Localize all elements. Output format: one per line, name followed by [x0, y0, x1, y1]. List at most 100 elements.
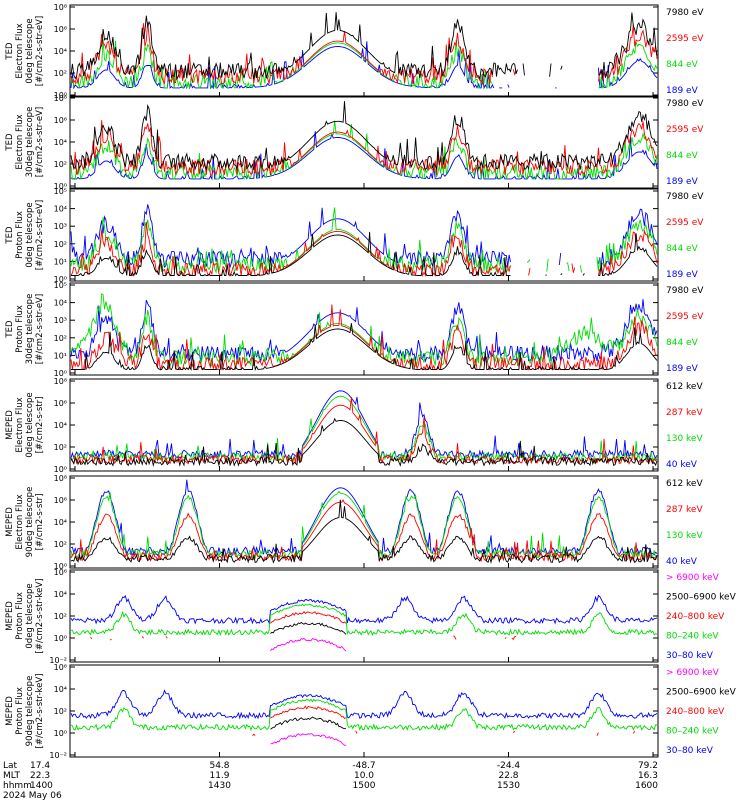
legend-entry: 844 eV	[666, 151, 699, 161]
series-line	[512, 730, 516, 734]
series-line	[70, 689, 658, 720]
y-tick-label: 10²	[54, 707, 67, 716]
series-line	[558, 253, 562, 266]
x-tick-hhmm: 1500	[353, 781, 376, 791]
series-line	[70, 417, 658, 467]
legend-entry: 7980 eV	[666, 286, 704, 296]
y-tick-label: 10⁰	[54, 275, 67, 284]
series-line	[355, 730, 358, 734]
panel-6: 10⁸ 10⁶ 10⁴ 10² 10⁰ MEPED Electron Flux 90deg t…	[5, 474, 703, 571]
panel-5: 10⁸ 10⁶ 10⁴ 10² 10⁰ MEPED Electron Flux 0deg te…	[5, 377, 703, 474]
y-tick-label: 10⁴	[54, 138, 67, 147]
y-tick-label: 10⁶	[54, 116, 67, 125]
y-tick-label: 10²	[54, 540, 67, 549]
legend-entry: 612 keV	[666, 479, 703, 489]
series-line	[70, 479, 658, 557]
y-axis-label-line: 0deg telescope	[25, 18, 35, 83]
legend-entry: 130 keV	[666, 434, 703, 444]
y-tick-label: 10²	[54, 160, 67, 169]
series-line	[597, 229, 658, 276]
series-line	[270, 716, 346, 730]
legend-entry: 189 eV	[666, 364, 699, 374]
y-axis-label: TED Proton Flux 0deg telescope [#/cm2-s-str…	[5, 200, 45, 270]
x-tick-hhmm: 1600	[635, 781, 658, 791]
series-line	[566, 262, 570, 271]
legend-entry: 287 keV	[666, 408, 703, 418]
series-line	[165, 636, 168, 639]
legend-entry: 189 eV	[666, 270, 699, 280]
series-line	[109, 638, 112, 641]
series-line	[597, 57, 658, 89]
x-tick-lat: 54.8	[209, 761, 229, 771]
y-axis-label-line: MEPED	[5, 410, 15, 440]
y-tick-label: 10⁴	[54, 685, 67, 694]
series-line	[596, 732, 599, 736]
y-tick-label: 10⁵	[54, 187, 67, 196]
panel-7: 10⁶ 10⁴ 10² 10⁰ 10⁻² MEPED Proton Flux 0deg tel…	[5, 568, 737, 665]
y-axis-label-line: TED	[5, 133, 15, 152]
y-tick-label: 10⁰	[54, 465, 67, 474]
y-tick-label: 10⁶	[54, 663, 67, 672]
series-line	[70, 490, 658, 560]
legend-entry: 844 eV	[666, 244, 699, 254]
series-line	[270, 610, 347, 624]
y-axis-label-line: [#/cm2-s-str-eV]	[35, 200, 45, 270]
x-tick-hhmm: 1430	[208, 781, 231, 791]
x-axis-row-label: Lat	[3, 761, 18, 771]
series-line	[70, 41, 495, 90]
x-tick-lat: 17.4	[30, 761, 50, 771]
series-line	[70, 603, 658, 637]
y-axis-label-line: 30deg telescope	[25, 107, 35, 178]
y-tick-label: 10⁸	[54, 474, 67, 483]
y-tick-label: 10⁴	[54, 299, 67, 308]
y-tick-label: 10²	[54, 612, 67, 621]
legend-entry: 7980 eV	[666, 99, 704, 109]
y-axis-label-line: Electron Flux	[15, 114, 25, 169]
legend-entry: 2500–6900 keV	[666, 593, 737, 603]
series-line	[560, 273, 563, 276]
series-line	[571, 263, 576, 273]
series-line	[270, 621, 347, 635]
series-line	[546, 258, 549, 272]
legend-entry: 189 eV	[666, 86, 699, 96]
y-axis-label-line: [#/cm2-s-str-keV]	[35, 579, 45, 654]
y-axis-label-line: Proton Flux	[15, 211, 25, 259]
y-tick-label: 10⁶	[54, 496, 67, 505]
x-axis-row-label: hhmm	[3, 781, 32, 791]
y-axis-label-line: 90deg telescope	[25, 676, 35, 747]
series-line	[70, 594, 658, 625]
y-tick-label: 10⁴	[54, 421, 67, 430]
y-axis-label: TED Proton Flux 30deg telescope [#/cm2-s-st…	[5, 294, 45, 365]
series-line	[632, 730, 636, 734]
panel-2: 10⁸ 10⁶ 10⁴ 10² 10⁰ TED Electron Flux 30deg tel…	[5, 94, 704, 191]
y-axis-label: MEPED Electron Flux 90deg telescope [#/cm2-…	[5, 487, 45, 558]
series-line	[70, 22, 493, 86]
x-tick-mlt: 16.3	[638, 771, 658, 781]
panel-1: 10⁸ 10⁶ 10⁴ 10² 10⁰ TED Electron Flux 0deg tele…	[5, 3, 704, 100]
series-line	[70, 499, 658, 563]
y-axis-label-line: [#/cm2-s-str]	[35, 397, 45, 454]
y-axis-label-line: Proton Flux	[15, 305, 25, 353]
y-axis-label-line: Electron Flux	[15, 397, 25, 452]
x-tick-hhmm: 1530	[497, 781, 520, 791]
y-tick-label: 10⁸	[54, 3, 67, 12]
panel-3: 10⁵ 10⁴ 10³ 10² 10¹ 10⁰ TED Proton Flux 0deg tel…	[5, 187, 704, 284]
panel-frame	[69, 569, 659, 663]
y-axis-label-line: MEPED	[5, 696, 15, 726]
series-line	[504, 637, 507, 639]
y-tick-label: 10⁰	[54, 369, 67, 378]
legend-entry: 2595 eV	[666, 125, 704, 135]
y-axis-label-line: TED	[5, 226, 15, 245]
y-tick-label: 10⁶	[54, 568, 67, 577]
y-tick-label: 10⁴	[54, 205, 67, 214]
y-axis-label-line: Proton Flux	[15, 592, 25, 640]
series-line	[70, 499, 658, 564]
series-line	[528, 268, 531, 276]
legend-entry: 30–80 keV	[666, 651, 714, 661]
series-line	[70, 39, 493, 90]
y-axis-label-line: TED	[5, 42, 15, 61]
legend-entry: 844 eV	[666, 338, 699, 348]
y-tick-label: 10⁴	[54, 590, 67, 599]
y-tick-label: 10⁻²	[49, 656, 67, 665]
series-line	[597, 24, 658, 82]
